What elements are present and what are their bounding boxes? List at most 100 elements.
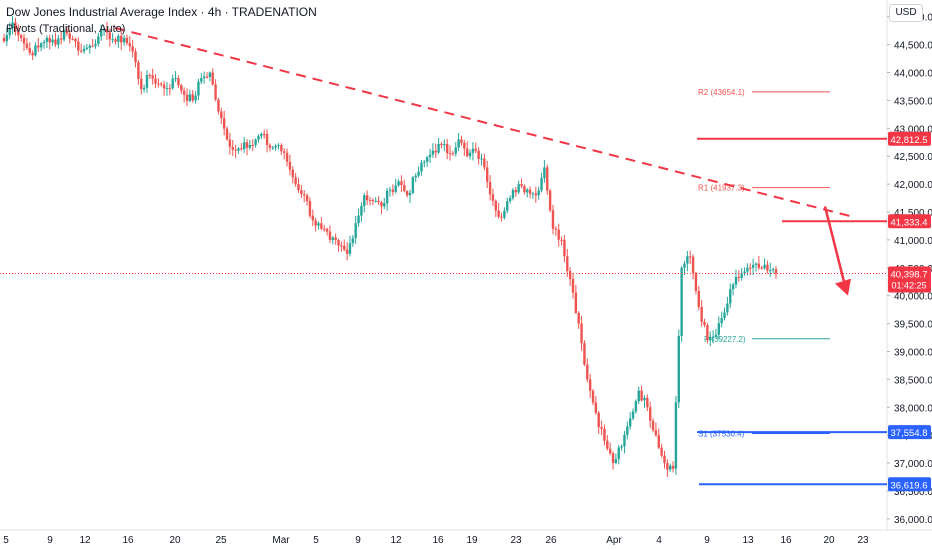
candle-body: [548, 190, 552, 211]
candle-body: [151, 75, 154, 79]
candle-body: [225, 128, 229, 140]
candle-body: [45, 37, 49, 42]
candle-body: [643, 397, 646, 401]
candle-body: [228, 139, 232, 147]
y-tick-label: 36,000.0: [894, 515, 932, 526]
candle-body: [145, 75, 149, 88]
candle-body: [208, 72, 212, 78]
candle-body: [400, 181, 403, 186]
candles-layer: [2, 16, 778, 477]
candle-body: [683, 263, 686, 268]
candle-body: [574, 292, 578, 313]
candle-body: [474, 148, 477, 151]
candle-body: [531, 193, 535, 195]
axes-layer: 36,000.036,500.037,000.037,500.038,000.0…: [3, 13, 932, 546]
candle-body: [231, 146, 234, 150]
candle-body: [308, 201, 312, 216]
candle-body: [245, 142, 249, 148]
candle-body: [411, 177, 415, 193]
candle-body: [185, 94, 189, 101]
candle-body: [182, 90, 186, 95]
candle-body: [611, 453, 615, 464]
x-tick-label: 9: [355, 535, 361, 546]
candle-body: [620, 446, 623, 448]
candle-body: [385, 190, 389, 204]
currency-button[interactable]: USD: [889, 4, 923, 22]
projection-arrow-shaft: [823, 206, 847, 286]
candle-body: [600, 427, 603, 429]
overlay-layer: [0, 26, 887, 296]
candle-body: [448, 152, 452, 154]
candle-body: [134, 51, 137, 63]
countdown-label: 01:42:25: [891, 280, 926, 290]
candle-body: [483, 158, 486, 168]
candle-body: [374, 200, 377, 202]
x-tick-label: 9: [704, 535, 710, 546]
candle-body: [677, 335, 680, 403]
pivot-label: S1 (37530.4): [698, 429, 745, 438]
x-tick-label: 16: [122, 535, 134, 546]
candle-body: [277, 145, 280, 147]
candle-body: [62, 30, 66, 40]
candle-body: [606, 440, 609, 449]
candle-body: [506, 201, 509, 211]
candle-body: [125, 37, 129, 44]
candle-body: [337, 239, 340, 246]
candle-body: [25, 43, 29, 48]
candle-body: [614, 459, 618, 464]
candle-body: [626, 426, 629, 435]
candle-body: [91, 45, 94, 47]
y-tick-label: 43,500.0: [894, 96, 932, 107]
x-tick-label: 5: [3, 535, 9, 546]
candle-body: [486, 167, 489, 182]
x-tick-label: 12: [390, 535, 402, 546]
y-tick-label: 41,000.0: [894, 236, 932, 247]
candle-body: [428, 154, 432, 158]
candle-body: [31, 53, 34, 56]
candle-body: [731, 284, 735, 290]
candle-body: [5, 35, 9, 42]
candle-body: [700, 306, 703, 322]
x-tick-label: Apr: [606, 535, 622, 546]
candle-body: [240, 148, 243, 150]
x-tick-label: 5: [313, 535, 319, 546]
y-tick-label: 42,000.0: [894, 180, 932, 191]
last-price-label: 40,398.7: [891, 269, 928, 280]
candle-body: [726, 303, 729, 313]
candle-body: [437, 143, 440, 153]
candle-body: [114, 39, 117, 42]
candle-body: [420, 162, 423, 172]
candle-body: [320, 223, 323, 229]
y-tick-label: 36,500.0: [894, 487, 932, 498]
candle-body: [743, 271, 746, 274]
indicator-label[interactable]: Pivots (Traditional, Auto): [6, 23, 126, 35]
candle-body: [142, 87, 146, 90]
candle-body: [334, 237, 337, 240]
candle-body: [551, 210, 555, 229]
candle-body: [763, 264, 766, 269]
candle-body: [328, 231, 332, 240]
y-tick-label: 44,500.0: [894, 41, 932, 52]
candle-body: [254, 139, 257, 146]
candle-body: [480, 158, 483, 160]
x-tick-label: 20: [823, 535, 835, 546]
candle-body: [160, 83, 163, 85]
candle-body: [617, 447, 620, 460]
candle-body: [68, 33, 71, 39]
candle-body: [440, 143, 443, 146]
candle-body: [749, 267, 752, 269]
candle-body: [291, 169, 294, 178]
candle-body: [200, 78, 203, 82]
x-tick-label: 16: [432, 535, 444, 546]
candle-body: [671, 465, 675, 469]
candle-body: [37, 45, 40, 48]
candle-body: [523, 186, 526, 193]
candle-body: [251, 145, 254, 147]
candle-body: [360, 205, 363, 216]
candle-body: [623, 434, 626, 447]
candle-body: [314, 220, 317, 226]
candle-body: [491, 194, 495, 201]
support-level-label: 36,619.6: [891, 480, 928, 491]
candle-body: [303, 194, 306, 196]
